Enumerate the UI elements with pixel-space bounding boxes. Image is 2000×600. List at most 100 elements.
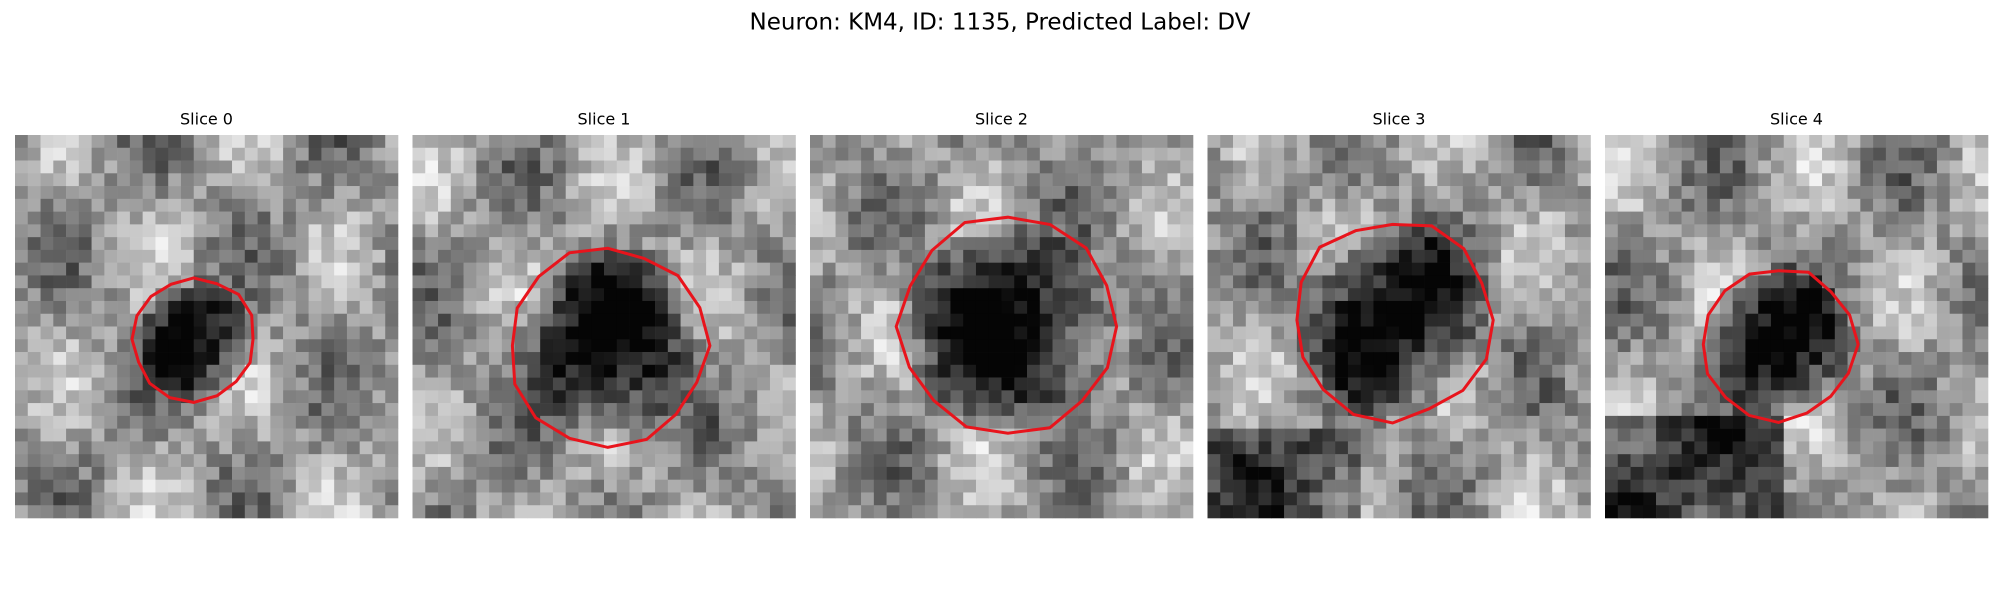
pixel <box>295 237 309 251</box>
pixel <box>1949 492 1963 506</box>
pixel <box>655 198 669 212</box>
pixel <box>578 364 592 378</box>
pixel <box>1039 313 1053 327</box>
pixel <box>1617 403 1631 417</box>
pixel <box>527 173 541 187</box>
pixel <box>1065 454 1079 468</box>
pixel <box>346 390 360 404</box>
pixel <box>117 275 131 289</box>
pixel <box>1347 466 1361 480</box>
pixel <box>219 505 233 519</box>
pixel <box>117 262 131 276</box>
pixel <box>1373 288 1387 302</box>
pixel <box>1296 249 1310 263</box>
pixel <box>1770 492 1785 506</box>
pixel <box>78 326 92 340</box>
pixel <box>78 147 92 161</box>
pixel <box>912 300 926 315</box>
pixel <box>1258 147 1272 161</box>
pixel <box>861 326 875 340</box>
pixel <box>975 262 990 276</box>
pixel <box>873 249 887 263</box>
pixel <box>769 300 784 315</box>
pixel <box>1745 505 1759 519</box>
pixel <box>1975 249 1989 263</box>
pixel <box>1065 288 1079 302</box>
pixel <box>425 428 439 442</box>
pixel <box>412 479 426 493</box>
pixel <box>1220 135 1234 149</box>
pixel <box>372 313 386 327</box>
pixel <box>1758 224 1772 238</box>
pixel <box>1141 224 1155 238</box>
pixel <box>1745 364 1759 378</box>
pixel <box>142 415 156 429</box>
pixel <box>642 454 656 468</box>
pixel <box>1437 300 1451 315</box>
pixel <box>425 377 439 391</box>
pixel <box>540 466 554 480</box>
pixel <box>810 403 824 417</box>
pixel <box>489 313 503 327</box>
pixel <box>1860 479 1874 493</box>
pixel <box>1090 454 1104 468</box>
pixel <box>91 313 105 327</box>
pixel <box>270 186 284 200</box>
pixel <box>1783 339 1797 353</box>
pixel <box>1668 211 1682 225</box>
pixel <box>1411 211 1425 225</box>
pixel <box>1078 377 1092 391</box>
pixel <box>1129 403 1143 417</box>
pixel <box>1668 135 1682 149</box>
pixel <box>1065 364 1079 378</box>
pixel <box>257 186 271 200</box>
pixel <box>769 505 784 519</box>
pixel <box>476 198 490 212</box>
pixel <box>501 237 515 251</box>
pixel <box>1065 466 1079 480</box>
pixel <box>810 237 824 251</box>
pixel <box>1834 288 1848 302</box>
pixel <box>873 300 887 315</box>
pixel <box>1924 313 1938 327</box>
pixel <box>1309 288 1323 302</box>
pixel <box>168 479 182 493</box>
pixel <box>1885 492 1899 506</box>
pixel <box>937 479 951 493</box>
pixel <box>552 403 566 417</box>
pixel <box>168 428 182 442</box>
pixel <box>91 173 105 187</box>
pixel <box>1141 390 1155 404</box>
pixel <box>27 313 41 327</box>
pixel <box>591 339 605 353</box>
pixel <box>1322 147 1336 161</box>
pixel <box>963 224 977 238</box>
pixel <box>1373 211 1387 225</box>
pixel <box>1271 249 1285 263</box>
pixel <box>1233 198 1247 212</box>
pixel <box>425 173 439 187</box>
pixel <box>604 224 618 238</box>
pixel <box>1167 390 1181 404</box>
pixel <box>1834 135 1848 149</box>
pixel <box>346 211 360 225</box>
pixel <box>514 313 528 327</box>
pixel <box>1488 377 1502 391</box>
pixel <box>1643 300 1657 315</box>
pixel <box>1167 186 1181 200</box>
pixel <box>412 224 426 238</box>
pixel <box>1411 198 1425 212</box>
pixel <box>1656 377 1670 391</box>
pixel <box>1437 505 1451 519</box>
pixel <box>476 492 490 506</box>
pixel <box>1911 339 1925 353</box>
pixel <box>706 352 720 366</box>
pixel <box>822 377 836 391</box>
pixel <box>1630 160 1644 174</box>
pixel <box>706 211 720 225</box>
pixel <box>616 313 630 327</box>
pixel <box>1822 415 1836 429</box>
pixel <box>1052 428 1066 442</box>
pixel <box>1014 339 1028 353</box>
pixel <box>937 262 951 276</box>
